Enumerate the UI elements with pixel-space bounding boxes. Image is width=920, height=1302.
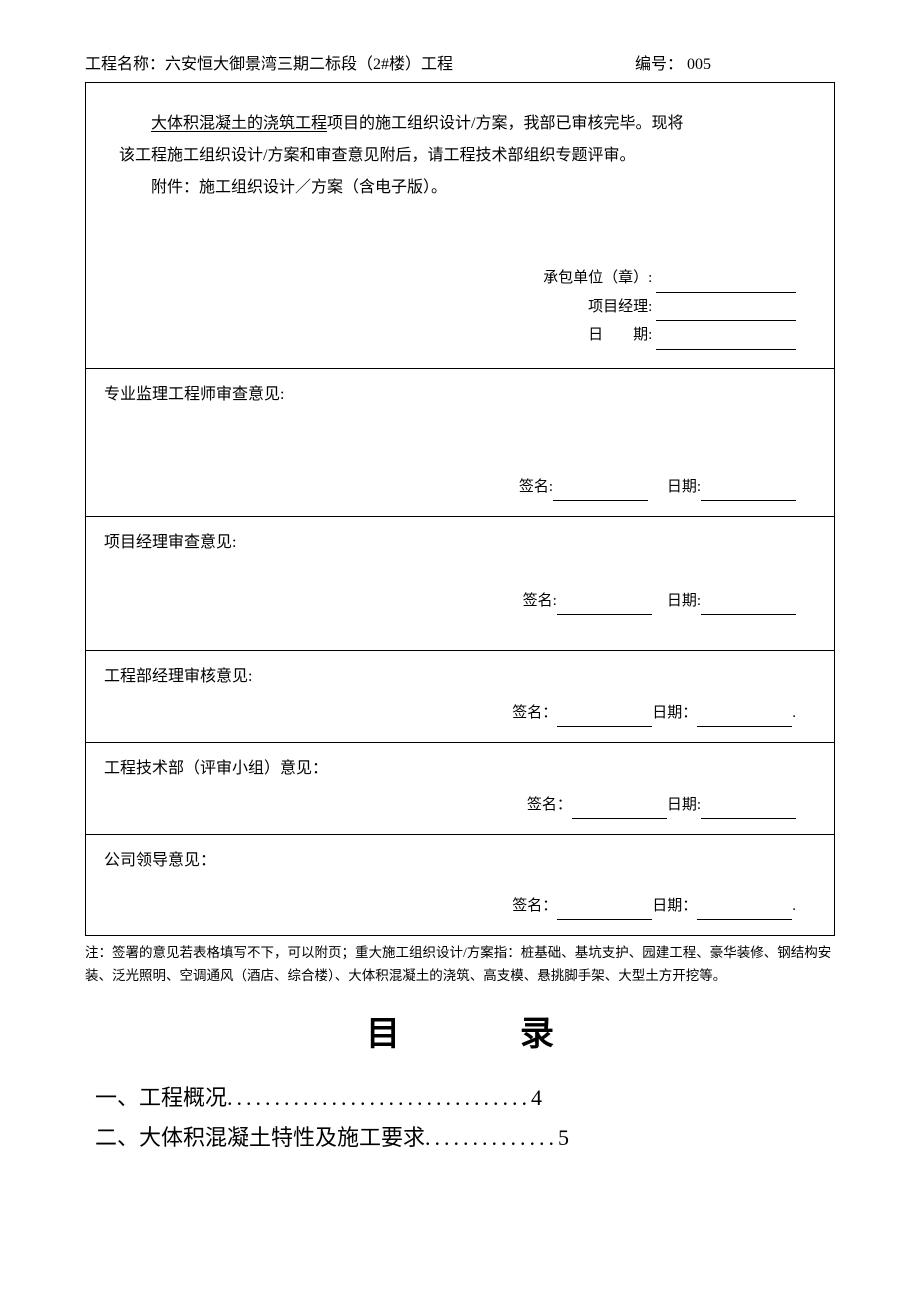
tech-dept-sign-label: 签名： — [527, 797, 572, 813]
tech-dept-title: 工程技术部（评审小组）意见： — [104, 755, 816, 784]
tech-dept-sig-row: 签名： 日期: — [104, 792, 816, 819]
leadership-sig-row: 签名： 日期：. — [104, 893, 816, 920]
tech-dept-sign-field[interactable] — [572, 804, 667, 819]
toc-item-1-dots: ................................ — [227, 1085, 531, 1110]
eng-manager-title: 工程部经理审核意见: — [104, 663, 816, 692]
pm-review-date-label: 日期: — [667, 593, 701, 609]
leadership-sign-field[interactable] — [557, 905, 652, 920]
toc-item-2-page: 5 — [558, 1125, 569, 1150]
contractor-sig-line: 承包单位（章）: — [119, 264, 796, 293]
toc-item-2-dots: .............. — [425, 1125, 558, 1150]
pm-review-section: 项目经理审查意见: 签名: 日期: — [86, 517, 834, 650]
toc-title: 目录 — [85, 1006, 835, 1055]
supervisor-sign-field[interactable] — [553, 486, 648, 501]
intro-rest: 项目的施工组织设计/方案，我部已审核完毕。现将 — [327, 115, 683, 132]
contractor-sign-field[interactable] — [656, 278, 796, 293]
document-header: 工程名称：六安恒大御景湾三期二标段（2#楼）工程 编号： 005 — [85, 50, 835, 74]
pm-review-sign-field[interactable] — [557, 600, 652, 615]
serial-label: 编号： — [635, 56, 683, 73]
pm-review-title: 项目经理审查意见: — [104, 529, 816, 558]
intro-underlined: 大体积混凝土的浇筑工程 — [151, 115, 327, 132]
intro-section: 大体积混凝土的浇筑工程项目的施工组织设计/方案，我部已审核完毕。现将 该工程施工… — [86, 83, 834, 368]
pm-review-sig-row: 签名: 日期: — [104, 588, 816, 615]
tech-dept-section: 工程技术部（评审小组）意见： 签名： 日期: — [86, 743, 834, 834]
eng-manager-section: 工程部经理审核意见: 签名： 日期：. — [86, 651, 834, 742]
leadership-trailing: . — [792, 898, 796, 914]
date-label: 日 期: — [588, 327, 652, 343]
project-name-field: 工程名称：六安恒大御景湾三期二标段（2#楼）工程 — [85, 50, 635, 74]
date-sig-line: 日 期: — [119, 321, 796, 350]
pm-sign-field[interactable] — [656, 306, 796, 321]
supervisor-section: 专业监理工程师审查意见: 签名: 日期: — [86, 369, 834, 517]
tech-dept-date-label: 日期: — [667, 797, 701, 813]
footnote: 注：签署的意见若表格填写不下，可以附页；重大施工组织设计/方案指：桩基础、基坑支… — [85, 942, 835, 988]
intro-line-2: 该工程施工组织设计/方案和审查意见附后，请工程技术部组织专题评审。 — [119, 140, 816, 172]
tech-dept-date-field[interactable] — [701, 804, 796, 819]
intro-line-1: 大体积混凝土的浇筑工程项目的施工组织设计/方案，我部已审核完毕。现将 — [119, 108, 816, 140]
eng-manager-sig-row: 签名： 日期：. — [104, 700, 816, 727]
toc-item-1-label: 一、工程概况 — [95, 1085, 227, 1110]
leadership-sign-label: 签名： — [512, 898, 557, 914]
pm-label: 项目经理: — [588, 299, 652, 315]
eng-manager-trailing: . — [792, 705, 796, 721]
toc-item-1: 一、工程概况................................4 — [85, 1080, 835, 1112]
leadership-date-label: 日期： — [652, 898, 697, 914]
contractor-label: 承包单位（章）: — [543, 270, 652, 286]
eng-manager-date-label: 日期： — [652, 705, 697, 721]
serial-field: 编号： 005 — [635, 50, 835, 74]
supervisor-date-label: 日期: — [667, 479, 701, 495]
project-name: 六安恒大御景湾三期二标段（2#楼）工程 — [165, 56, 453, 73]
spacer — [104, 615, 816, 635]
eng-manager-sign-field[interactable] — [557, 712, 652, 727]
toc-item-2-label: 二、大体积混凝土特性及施工要求 — [95, 1125, 425, 1150]
supervisor-date-field[interactable] — [701, 486, 796, 501]
eng-manager-sign-label: 签名： — [512, 705, 557, 721]
contractor-signature-block: 承包单位（章）: 项目经理: 日 期: — [119, 264, 816, 350]
project-label: 工程名称： — [85, 56, 165, 73]
date-sign-field[interactable] — [656, 335, 796, 350]
pm-review-sign-label: 签名: — [523, 593, 557, 609]
pm-sig-line: 项目经理: — [119, 293, 796, 322]
supervisor-title: 专业监理工程师审查意见: — [104, 381, 816, 410]
leadership-section: 公司领导意见： 签名： 日期：. — [86, 835, 834, 936]
supervisor-sign-label: 签名: — [519, 479, 553, 495]
approval-table: 大体积混凝土的浇筑工程项目的施工组织设计/方案，我部已审核完毕。现将 该工程施工… — [85, 82, 835, 936]
intro-line-3: 附件：施工组织设计／方案（含电子版）。 — [119, 172, 816, 204]
serial-number: 005 — [683, 56, 711, 73]
toc-item-2: 二、大体积混凝土特性及施工要求..............5 — [85, 1120, 835, 1152]
toc-item-1-page: 4 — [531, 1085, 542, 1110]
eng-manager-date-field[interactable] — [697, 712, 792, 727]
pm-review-date-field[interactable] — [701, 600, 796, 615]
leadership-title: 公司领导意见： — [104, 847, 816, 876]
leadership-date-field[interactable] — [697, 905, 792, 920]
supervisor-sig-row: 签名: 日期: — [104, 474, 816, 501]
